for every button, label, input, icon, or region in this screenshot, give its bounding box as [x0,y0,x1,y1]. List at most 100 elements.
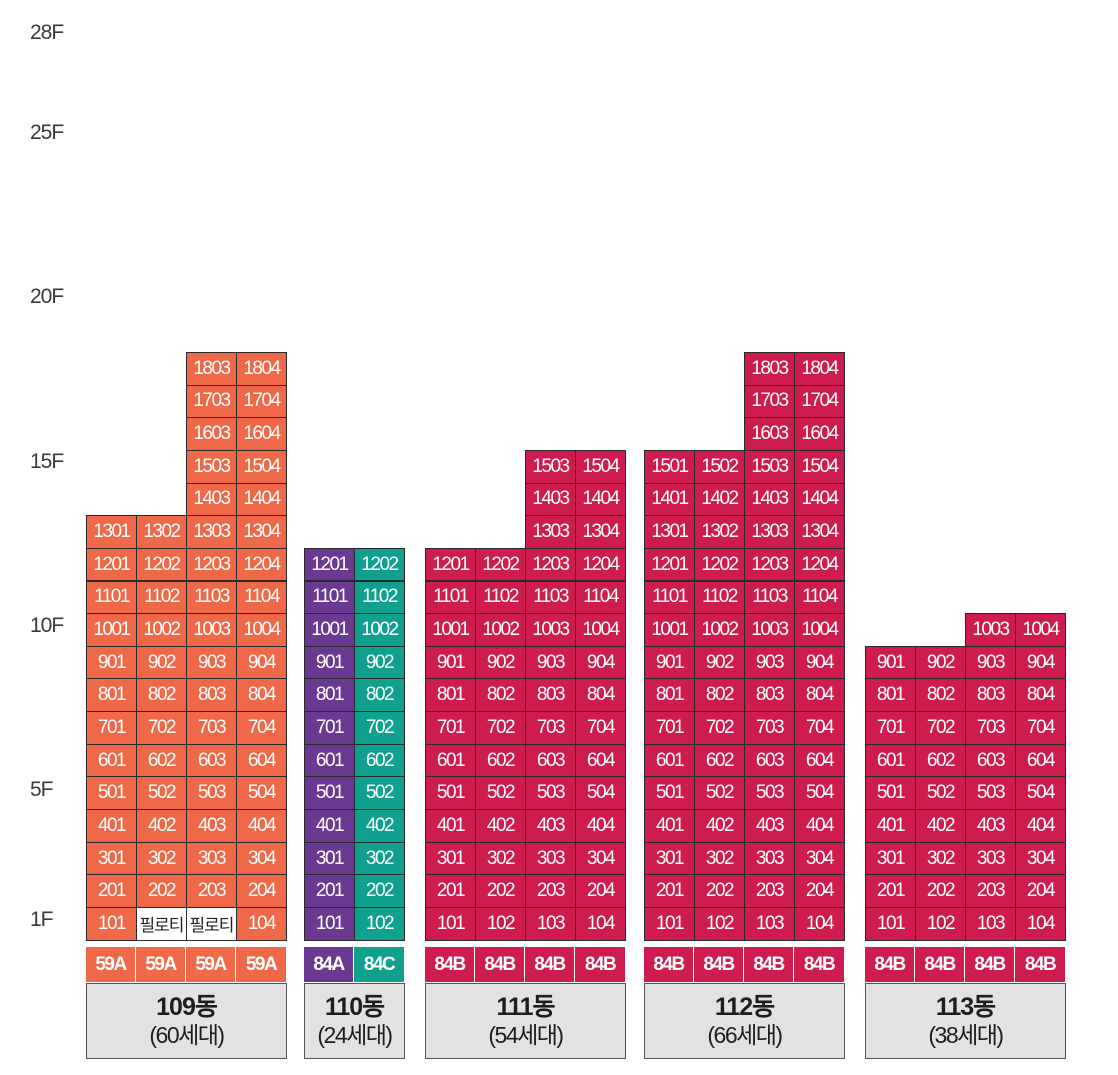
unit-cell: 102 [354,907,405,941]
unit-cell: 302 [475,841,526,876]
unit-cell: 604 [575,743,626,778]
unit-cell: 1102 [475,580,526,615]
unit-cell: 604 [794,743,845,778]
unit-cell: 102 [475,907,526,941]
building-name: 110동 [324,993,385,1021]
unit-type-cell: 84B [575,947,625,982]
unit-cell: 803 [186,678,237,713]
unit-cell: 604 [1015,743,1066,778]
unit-cell: 801 [425,678,476,713]
unit-cell: 304 [236,841,287,876]
floor-label-25f: 25F [30,121,64,144]
unit-cell: 1603 [744,417,795,451]
building-name: 112동 [714,993,775,1021]
unit-cell: 701 [86,711,137,745]
unit-cell: 1403 [744,482,795,517]
unit-cell: 502 [915,776,966,811]
unit-cell: 902 [915,645,966,680]
unit-cell: 903 [965,645,1016,680]
unit-cell: 602 [354,743,405,778]
building-households: (66세대) [707,1022,783,1048]
unit-cell: 202 [136,874,187,908]
unit-cell: 1303 [525,515,576,549]
unit-cell: 401 [644,809,695,843]
unit-cell: 1604 [236,417,287,451]
unit-cell: 1404 [794,482,845,517]
unit-cell: 904 [1015,645,1066,680]
unit-cell: 802 [136,678,187,713]
unit-cell: 1301 [86,515,137,549]
unit-cell: 301 [644,841,695,876]
unit-cell: 204 [236,874,287,908]
unit-type-cell: 84B [965,947,1015,982]
unit-cell: 1202 [354,547,405,582]
unit-cell: 601 [644,743,695,778]
unit-cell: 501 [865,776,916,811]
unit-cell: 1503 [744,449,795,484]
floor-label-20f: 20F [30,285,64,308]
unit-cell: 204 [794,874,845,908]
unit-cell: 1001 [304,613,355,647]
unit-cell: 1201 [86,547,137,582]
unit-cell: 804 [236,678,287,713]
floor-label-5f: 5F [30,778,53,801]
unit-cell: 1202 [475,547,526,582]
unit-cell: 902 [136,645,187,680]
unit-cell: 1001 [86,613,137,647]
unit-cell: 1403 [525,482,576,517]
unit-cell: 201 [304,874,355,908]
unit-cell: 801 [304,678,355,713]
unit-cell: 1301 [644,515,695,549]
unit-type-cell: 84B [1015,947,1065,982]
floor-label-15f: 15F [30,450,64,473]
unit-cell: 203 [744,874,795,908]
unit-cell: 303 [525,841,576,876]
unit-cell: 704 [794,711,845,745]
unit-cell: 1402 [694,482,745,517]
unit-cell: 701 [865,711,916,745]
unit-cell: 1101 [86,580,137,615]
unit-cell: 704 [1015,711,1066,745]
building-households: (38세대) [928,1022,1004,1048]
unit-cell: 1803 [744,351,795,386]
unit-cell: 1504 [794,449,845,484]
unit-cell: 1003 [965,613,1016,647]
unit-cell: 1104 [794,580,845,615]
unit-cell: 1503 [186,449,237,484]
building-label: 111동 (54세대) [425,983,626,1059]
unit-cell: 704 [575,711,626,745]
unit-cell: 704 [236,711,287,745]
unit-cell: 602 [915,743,966,778]
unit-type-cell: 84B [744,947,794,982]
unit-cell: 302 [354,841,405,876]
unit-cell: 901 [425,645,476,680]
unit-cell: 702 [915,711,966,745]
unit-cell: 502 [694,776,745,811]
floor-label-28f: 28F [30,21,64,44]
unit-cell: 1502 [694,449,745,484]
unit-cell: 301 [304,841,355,876]
unit-cell: 202 [694,874,745,908]
unit-cell: 1001 [425,613,476,647]
unit-cell: 503 [965,776,1016,811]
unit-cell: 903 [186,645,237,680]
unit-cell: 203 [186,874,237,908]
unit-cell: 1202 [694,547,745,582]
unit-cell: 102 [694,907,745,941]
unit-type-cell: 59A [136,947,186,982]
unit-cell: 1103 [525,580,576,615]
unit-cell: 1302 [694,515,745,549]
unit-cell: 904 [794,645,845,680]
unit-cell: 702 [354,711,405,745]
unit-cell: 1102 [136,580,187,615]
unit-cell: 601 [304,743,355,778]
unit-type-cell: 84B [475,947,525,982]
unit-cell: 501 [304,776,355,811]
unit-cell: 1002 [475,613,526,647]
unit-cell: 1302 [136,515,187,549]
unit-cell: 1803 [186,351,237,386]
unit-cell: 901 [865,645,916,680]
unit-cell: 1102 [694,580,745,615]
building-households: (54세대) [488,1022,564,1048]
unit-cell: 201 [644,874,695,908]
